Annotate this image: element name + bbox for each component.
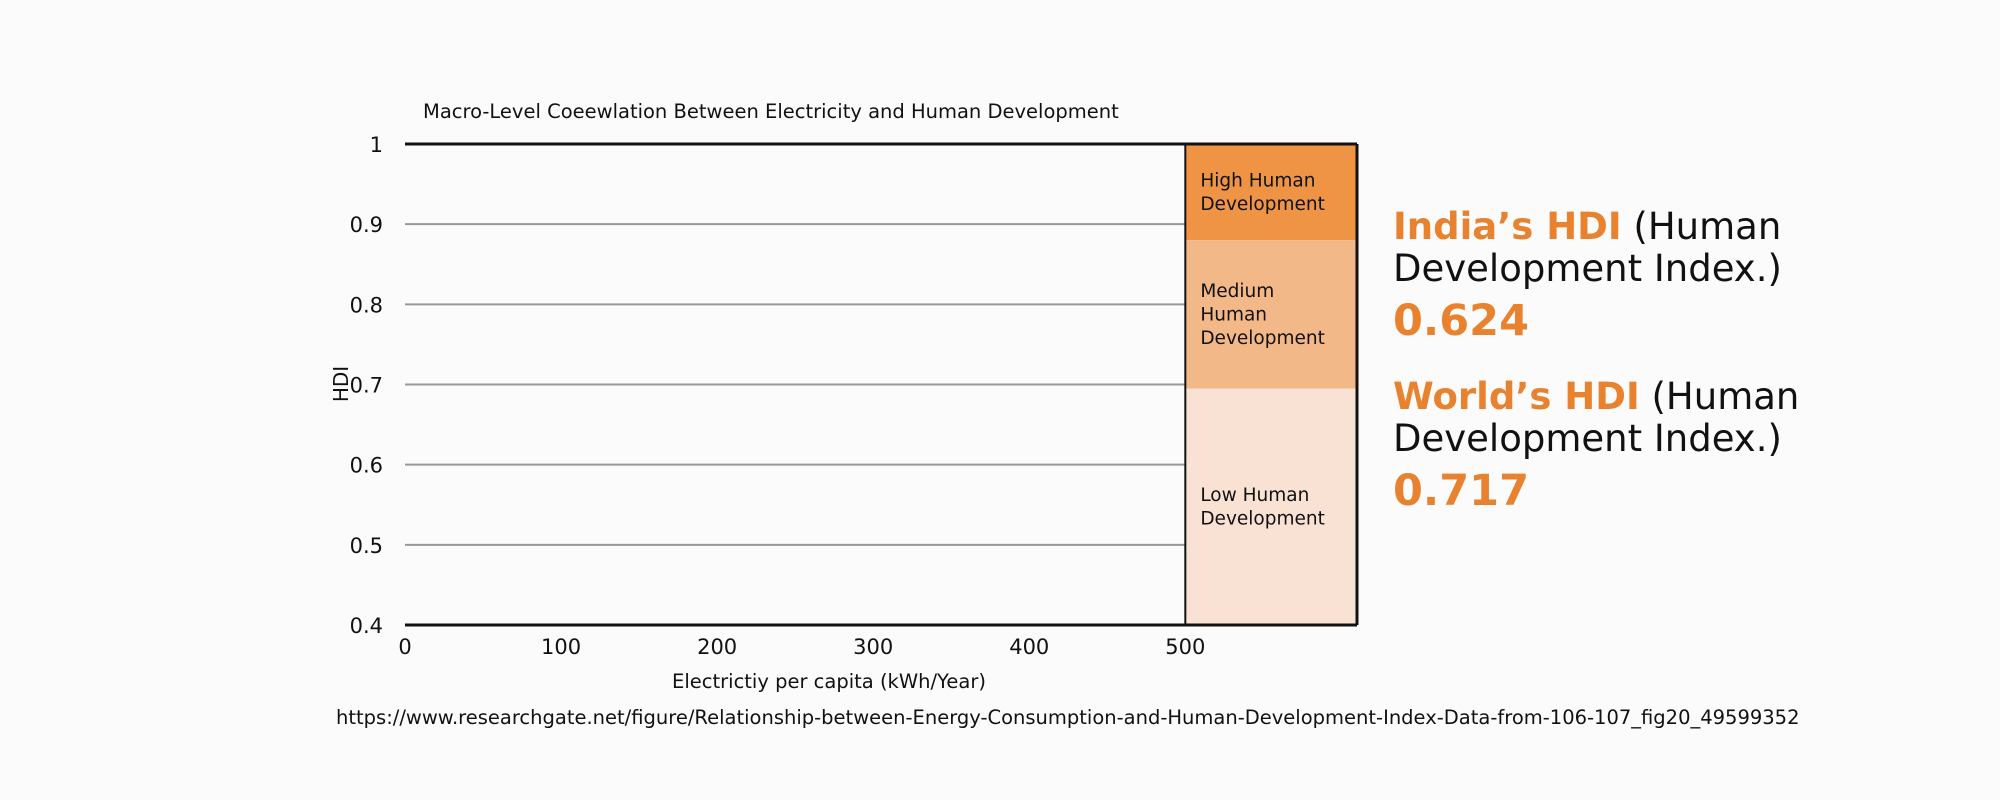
world-hdi-description: (Human Development Index.) [1393,375,1800,460]
y-tick-label-5: 0.9 [350,213,383,237]
y-tick-label-0: 0.4 [350,614,383,638]
world-hdi-heading: World’s HDI (Human Development Index.) [1393,376,1913,460]
band-1 [1185,240,1357,389]
y-tick-label-2: 0.6 [350,454,383,478]
x-tick-label-3: 300 [853,635,893,659]
hdi-stats-panel: India’s HDI (Human Development Index.) 0… [1393,206,1913,546]
band-2 [1185,388,1357,625]
y-tick-label-3: 0.7 [350,374,383,398]
band-label-1-2: Development [1200,328,1325,349]
band-label-2-0: Low Human [1200,485,1309,506]
chart-title: Macro-Level Coeewlation Between Electric… [423,100,1119,123]
x-tick-label-2: 200 [697,635,737,659]
india-hdi-heading: India’s HDI (Human Development Index.) [1393,206,1913,290]
world-hdi-block: World’s HDI (Human Development Index.) 0… [1393,376,1913,518]
axis-layer [405,142,1359,627]
band-label-1-0: Medium [1200,281,1274,302]
band-label-0-0: High Human [1200,170,1315,191]
india-hdi-block: India’s HDI (Human Development Index.) 0… [1393,206,1913,348]
x-tick-label-1: 100 [541,635,581,659]
grid-layer [405,223,1186,546]
y-tick-label-4: 0.8 [350,293,383,317]
source-link[interactable]: https://www.researchgate.net/figure/Rela… [336,706,1800,729]
x-tick-label-0: 0 [398,635,411,659]
y-tick-label-1: 0.5 [350,534,383,558]
world-hdi-value: 0.717 [1393,466,1530,516]
india-hdi-description: (Human Development Index.) [1393,205,1782,290]
x-axis-label: Electrictiy per capita (kWh/Year) [672,670,986,693]
band-label-0-1: Development [1200,194,1325,215]
band-label-2-1: Development [1200,509,1325,530]
y-axis-label: HDI [329,366,353,402]
band-label-1-1: Human [1200,304,1267,325]
india-hdi-value: 0.624 [1393,296,1530,346]
x-tick-label-5: 500 [1165,635,1205,659]
y-tick-label-6: 1 [370,133,383,157]
india-hdi-key: India’s HDI [1393,205,1622,248]
x-tick-label-4: 400 [1009,635,1049,659]
band-0 [1185,144,1357,241]
bands-layer [1185,144,1357,625]
world-hdi-key: World’s HDI [1393,375,1640,418]
